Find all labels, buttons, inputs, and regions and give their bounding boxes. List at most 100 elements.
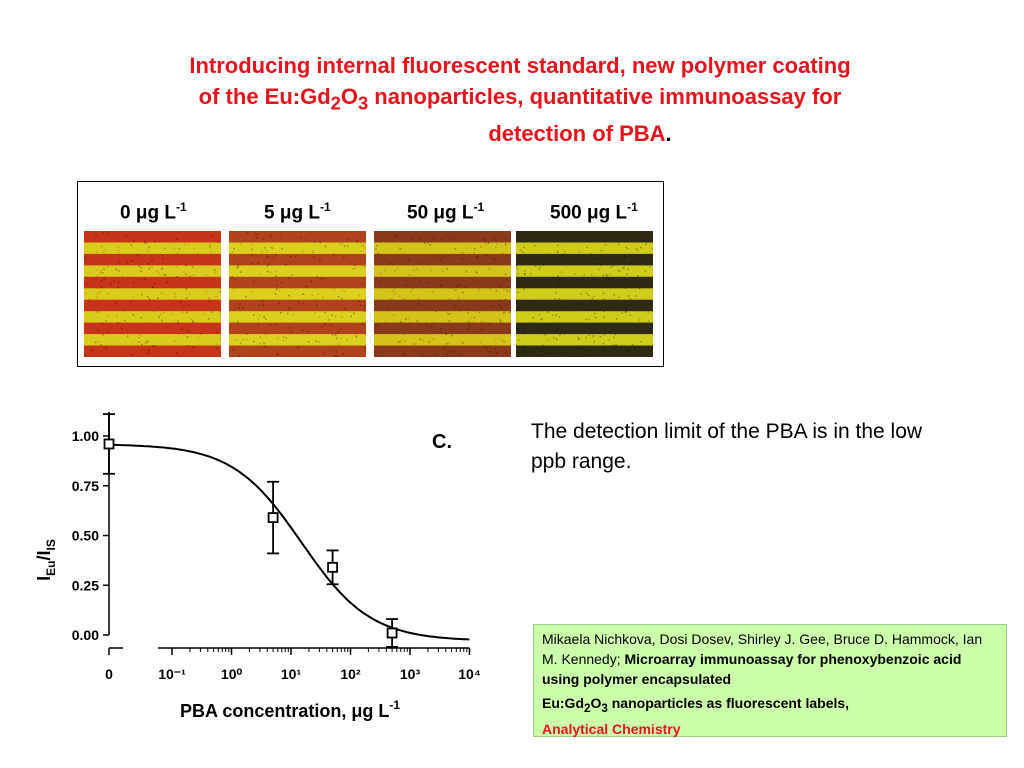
speckle [209, 243, 212, 245]
speckle [519, 326, 521, 329]
speckle [586, 258, 589, 261]
speckle [311, 347, 313, 350]
speckle [419, 238, 422, 241]
speckle [258, 304, 261, 307]
speckle [500, 306, 502, 309]
speckle [577, 337, 579, 339]
speckle [506, 289, 508, 292]
array-band [516, 253, 653, 266]
speckle [287, 310, 289, 312]
speckle [130, 301, 132, 303]
array-band [84, 299, 221, 312]
array-band [229, 276, 366, 289]
speckle [160, 292, 163, 294]
speckle [242, 338, 245, 341]
speckle [476, 256, 479, 258]
speckle [552, 276, 554, 279]
speckle [182, 311, 184, 313]
speckle [177, 322, 179, 324]
speckle [363, 305, 366, 307]
speckle [253, 281, 255, 283]
speckle [176, 266, 178, 268]
speckle [191, 346, 194, 348]
speckle [393, 288, 395, 291]
x-tick-label: 10⁴ [458, 666, 481, 682]
speckle [140, 270, 142, 272]
speckle [304, 279, 307, 281]
speckle [85, 283, 87, 285]
speckle [256, 255, 258, 258]
speckle [363, 310, 365, 312]
speckle [160, 313, 162, 315]
speckle [569, 240, 572, 242]
speckle [105, 347, 108, 349]
speckle [461, 342, 464, 344]
speckle [87, 257, 90, 260]
speckle [598, 268, 600, 271]
array-band [229, 299, 366, 312]
speckle [453, 351, 455, 353]
speckle [255, 285, 258, 288]
speckle [276, 337, 279, 339]
speckle [399, 340, 401, 343]
speckle [216, 347, 219, 350]
speckle [522, 351, 525, 354]
fit-curve [108, 443, 470, 641]
speckle [388, 258, 391, 260]
speckle [504, 311, 506, 314]
speckle [259, 342, 261, 345]
speckle [533, 244, 536, 247]
speckle [534, 265, 537, 268]
calibration-chart: 1.00 0.75 0.50 0.25 0.00 0 10⁻¹ 10⁰ 10¹ 10² 10³ 10⁴… [34, 412, 481, 721]
speckle [530, 273, 532, 275]
speckle [447, 342, 449, 344]
speckle [140, 293, 143, 296]
speckle [269, 235, 272, 238]
speckle [197, 253, 200, 255]
speckle [338, 345, 341, 347]
speckle [307, 330, 309, 332]
speckle [186, 311, 188, 314]
speckle [216, 343, 219, 346]
speckle [359, 301, 362, 304]
speckle [520, 233, 522, 235]
speckle [246, 352, 248, 354]
speckle [148, 246, 150, 249]
speckle [555, 291, 557, 294]
speckle [310, 280, 312, 283]
speckle [101, 272, 104, 274]
speckle [392, 314, 395, 316]
speckle [547, 253, 550, 255]
data-point [327, 561, 338, 573]
speckle [177, 320, 179, 322]
speckle [257, 318, 259, 320]
speckle [549, 306, 551, 309]
speckle [588, 318, 590, 320]
speckle [276, 288, 278, 290]
speckle [649, 266, 652, 268]
speckle [624, 255, 626, 257]
speckle [324, 311, 326, 314]
speckle [376, 244, 378, 247]
speckle [452, 237, 455, 239]
speckle [85, 276, 87, 278]
speckle [496, 243, 498, 245]
speckle [217, 241, 219, 243]
speckle [96, 269, 98, 271]
speckle [233, 287, 235, 290]
speckle [170, 277, 172, 280]
speckle [160, 268, 163, 270]
speckle [95, 233, 97, 236]
speckle [425, 307, 428, 310]
speckle [281, 248, 283, 250]
speckle [473, 316, 476, 319]
speckle [614, 333, 617, 336]
speckle [150, 239, 153, 241]
microarray-image-5 [229, 231, 366, 357]
speckle [465, 321, 468, 324]
speckle [214, 231, 216, 233]
speckle [243, 276, 245, 279]
speckle [635, 248, 637, 250]
speckle [94, 341, 97, 344]
speckle [178, 306, 180, 308]
